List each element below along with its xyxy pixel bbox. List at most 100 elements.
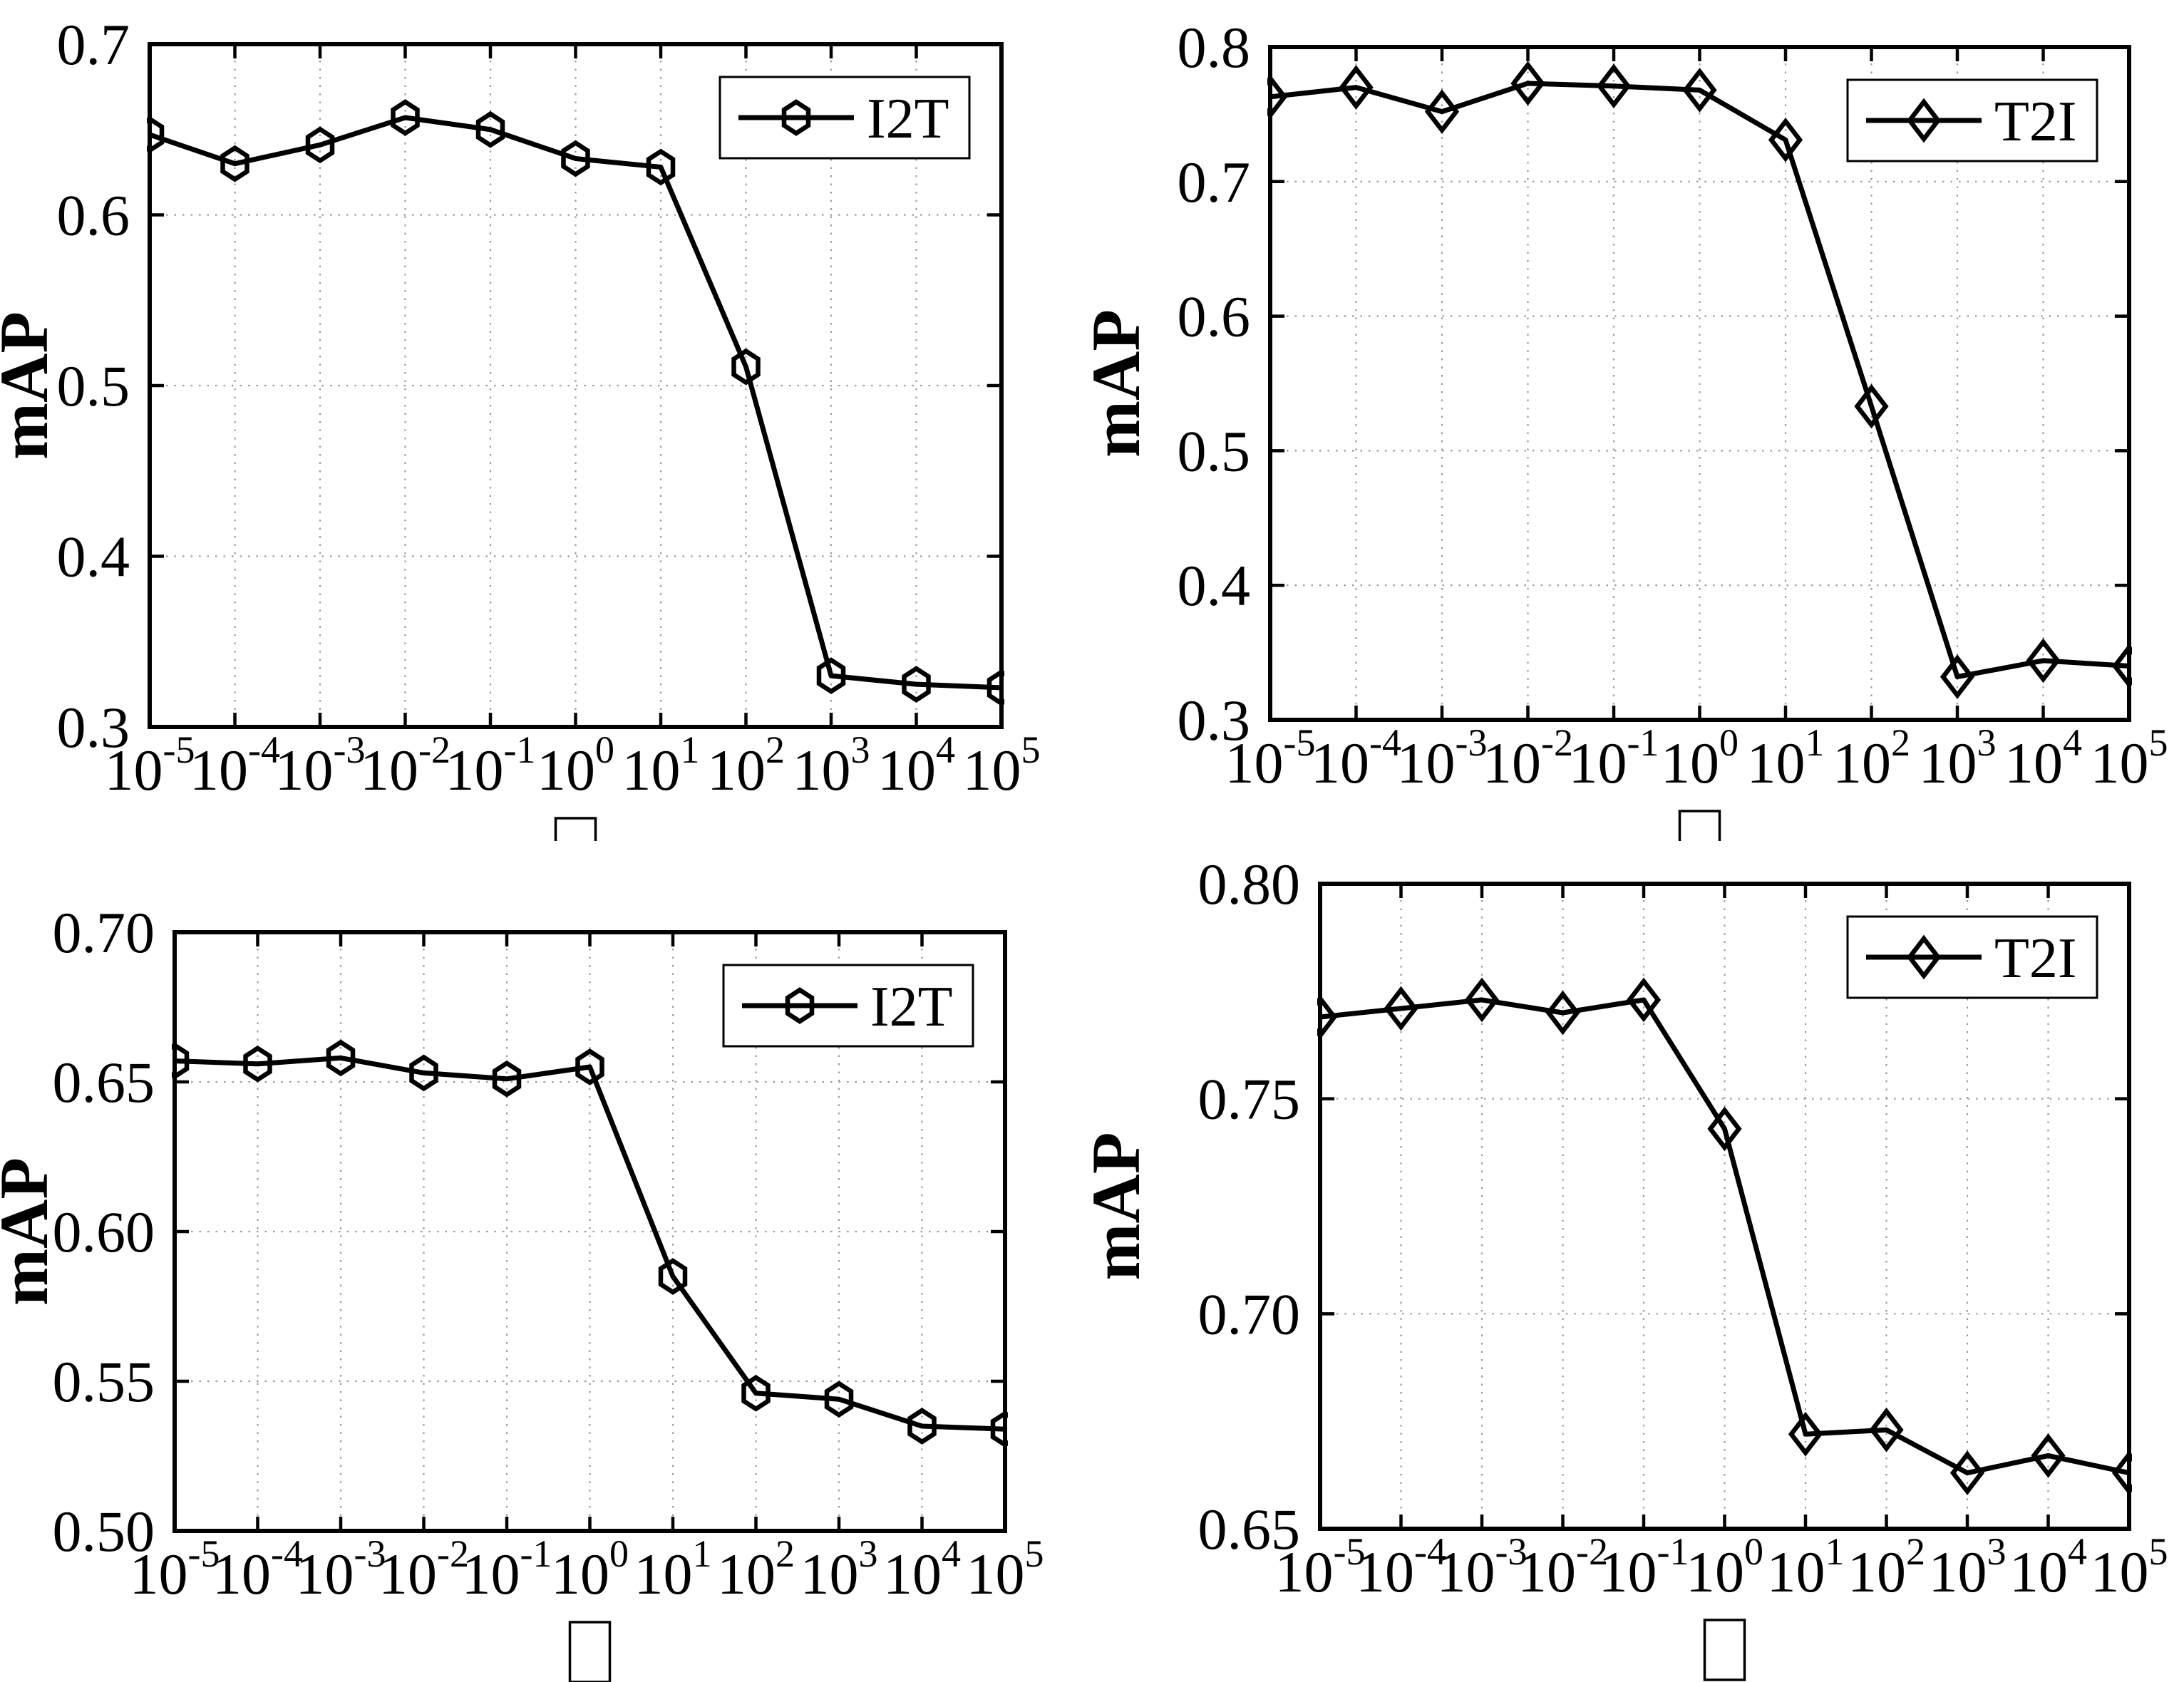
- diamond-marker-icon: [1626, 977, 1662, 1023]
- diamond-marker-icon: [1707, 1106, 1742, 1152]
- hexagon-marker-icon: [220, 145, 249, 182]
- x-axis-tick-label: 104: [2009, 1530, 2087, 1604]
- y-axis-label: mAP: [0, 1157, 62, 1306]
- x-axis-tick-label: 104: [877, 728, 955, 803]
- diamond-marker-icon: [1768, 117, 1803, 162]
- chart-svg-top-left: 0.30.40.50.60.710-510-410-310-210-1 100 10…: [0, 12, 1041, 841]
- diamond-marker-icon: [1854, 383, 1889, 429]
- diamond-marker-icon: [2031, 1433, 2066, 1478]
- hexagon-marker-icon: [907, 1408, 937, 1445]
- x-axis-label-missing-glyph-box: [1703, 1619, 1746, 1681]
- y-axis-tick-label: 0.3: [1178, 688, 1251, 753]
- x-axis-tick-label: 101: [622, 728, 700, 803]
- y-axis-tick-labels: 0.3 0.4 0.5 0.6 0.7 0.8: [1178, 15, 1251, 753]
- x-axis-tick-label: 10-4: [1311, 721, 1401, 795]
- plot-area-border: [148, 42, 1004, 729]
- plot-area-border: [1268, 45, 2131, 722]
- y-axis-tick-label: 0.5: [1178, 418, 1251, 483]
- chart-bottom-right-t2i: 0.65 0.70 0.75 0.80 10-5 10-4 10-3 10-2 10-1 100 1…: [1092, 841, 2184, 1682]
- x-axis-tick-label: 10-5: [1275, 1530, 1366, 1604]
- tick-marks: [1268, 45, 2131, 722]
- series-T2I: [1317, 977, 2132, 1495]
- diamond-marker-icon: [1317, 994, 1338, 1040]
- x-axis-tick-label: 10-2: [378, 1532, 469, 1606]
- x-axis-tick-label: 105: [967, 1532, 1044, 1606]
- hexagon-marker-icon: [475, 110, 505, 148]
- hexagon-marker-icon: [731, 348, 761, 386]
- x-axis-tick-label: 102: [707, 728, 785, 803]
- x-axis-tick-label: 103: [800, 1532, 878, 1606]
- diamond-marker-icon: [1949, 1450, 1985, 1495]
- x-axis-tick-label: 100: [1661, 721, 1739, 795]
- legend: I2T: [722, 964, 974, 1048]
- x-axis-tick-label: 100: [537, 728, 614, 803]
- y-axis-tick-labels: 0.65 0.70 0.75 0.80: [1198, 852, 1301, 1562]
- plot-area-border: [1318, 882, 2131, 1531]
- series-line: [1269, 81, 2130, 680]
- plot-area-border: [172, 930, 1007, 1533]
- series-line: [174, 1055, 1006, 1432]
- y-axis-tick-label: 0.65: [53, 1050, 155, 1115]
- chart-top-right-t2i: 0.3 0.4 0.5 0.6 0.7 0.8 10-5 10-4 10-3 10-2 10-1 10…: [1092, 0, 2184, 841]
- y-axis-tick-label: 0.7: [1178, 150, 1251, 215]
- y-axis-label: mAP: [1092, 309, 1154, 458]
- y-axis-tick-label: 0.8: [1178, 15, 1251, 80]
- x-axis-tick-label: 105: [963, 728, 1041, 803]
- x-axis-tick-label: 10-3: [275, 728, 366, 803]
- hexagon-marker-icon: [561, 140, 590, 177]
- y-axis-tick-label: 0.50: [53, 1499, 155, 1564]
- legend-hexagon-marker-icon: [781, 99, 811, 136]
- hexagon-marker-icon: [172, 1042, 190, 1080]
- hexagon-marker-icon: [492, 1060, 522, 1098]
- hexagon-marker-icon: [391, 99, 420, 136]
- x-axis-tick-label: 10-5: [130, 1532, 220, 1606]
- hexagon-marker-icon: [409, 1054, 438, 1092]
- series-I2T: [147, 99, 1004, 706]
- legend-hexagon-marker-icon: [785, 987, 815, 1024]
- legend-label: I2T: [870, 976, 953, 1038]
- x-axis-tick-label: 103: [1919, 721, 1997, 795]
- x-axis-tick-label: 100: [1686, 1530, 1763, 1604]
- diamond-marker-icon: [1682, 68, 1717, 113]
- y-axis-label: mAP: [0, 311, 62, 460]
- hexagon-marker-icon: [816, 657, 846, 695]
- x-axis-tick-label: 10-1: [1569, 721, 1659, 795]
- hexagon-marker-icon: [658, 1258, 688, 1295]
- series-I2T: [172, 1039, 1008, 1448]
- legend-label: I2T: [867, 88, 949, 150]
- x-axis-tick-label: 103: [1929, 1530, 2007, 1604]
- legend: I2T: [718, 76, 971, 160]
- x-axis-tick-label: 105: [2091, 721, 2168, 795]
- legend-diamond-marker-icon: [1906, 98, 1942, 143]
- x-axis-tick-label: 10-3: [1437, 1530, 1528, 1604]
- diamond-marker-icon: [2026, 638, 2061, 683]
- y-axis-tick-label: 0.4: [1178, 553, 1251, 618]
- y-axis-tick-label: 0.60: [53, 1199, 155, 1264]
- y-axis-tick-labels: 0.3 0.4 0.5 0.6 0.7: [57, 12, 130, 760]
- y-axis-tick-label: 0.70: [53, 900, 155, 965]
- gridlines: [1270, 47, 2129, 720]
- diamond-marker-icon: [2111, 644, 2132, 688]
- x-axis-tick-label: 10-5: [1225, 721, 1316, 795]
- diamond-marker-icon: [2111, 1450, 2132, 1495]
- y-axis-tick-label: 0.4: [57, 525, 130, 589]
- chart-top-left-i2t: 0.3 0.4 0.5 0.6 0.7 10-5 10-4 10-3 10-2 10-1 100 10…: [0, 0, 1092, 841]
- y-axis-tick-label: 0.3: [57, 695, 130, 760]
- diamond-marker-icon: [1424, 89, 1460, 134]
- chart-svg-top-right: 0.30.40.50.60.70.810-510-410-310-210-1 10…: [1092, 15, 2168, 841]
- series-T2I: [1267, 61, 2132, 699]
- x-axis-tick-label: 105: [2091, 1530, 2168, 1604]
- x-axis-label-missing-glyph-box: [1678, 810, 1721, 841]
- x-axis-tick-label: 10-2: [1518, 1530, 1608, 1604]
- hexagon-marker-icon: [990, 1410, 1008, 1448]
- y-axis-tick-label: 0.75: [1198, 1067, 1301, 1132]
- y-axis-label: mAP: [1092, 1132, 1154, 1281]
- diamond-marker-icon: [1545, 990, 1580, 1036]
- hexagon-marker-icon: [646, 148, 676, 186]
